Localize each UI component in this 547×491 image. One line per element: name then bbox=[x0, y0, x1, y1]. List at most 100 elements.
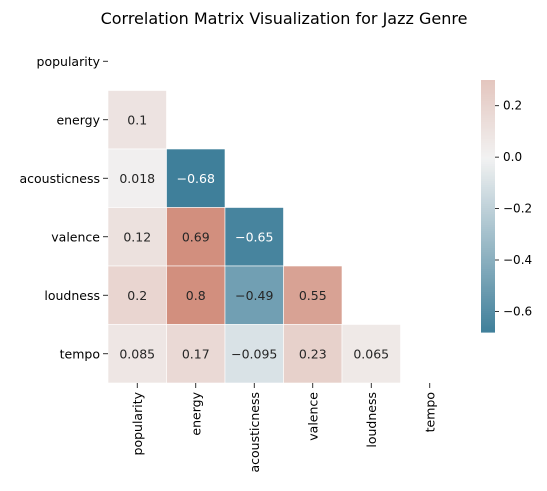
heatmap-cell-valence-energy bbox=[166, 207, 226, 267]
colorbar-segment bbox=[481, 203, 495, 207]
colorbar-segment bbox=[481, 82, 495, 85]
colorbar-segment bbox=[481, 197, 495, 201]
colorbar-segment bbox=[481, 151, 495, 155]
x-tick-label: acousticness bbox=[247, 392, 262, 473]
colorbar-segment bbox=[481, 296, 495, 299]
y-tick-label: loudness bbox=[44, 288, 100, 303]
colorbar-segment bbox=[481, 161, 495, 165]
colorbar-segment bbox=[481, 86, 495, 89]
colorbar-segment bbox=[481, 168, 495, 171]
colorbar-segment bbox=[481, 281, 495, 285]
colorbar-segment bbox=[481, 199, 495, 203]
colorbar-segment bbox=[481, 98, 495, 102]
colorbar-segment bbox=[481, 277, 495, 281]
cell-value-label: 0.69 bbox=[182, 229, 210, 244]
colorbar-segment bbox=[481, 96, 495, 100]
colorbar-segment bbox=[481, 94, 495, 98]
colorbar-segment bbox=[481, 130, 495, 134]
colorbar-segment bbox=[481, 222, 495, 226]
colorbar-segment bbox=[481, 323, 495, 327]
colorbar-segment bbox=[481, 258, 495, 262]
colorbar-segment bbox=[481, 208, 495, 211]
colorbar-segment bbox=[481, 101, 495, 104]
cell-value-label: −0.68 bbox=[177, 171, 215, 186]
colorbar-segment bbox=[481, 128, 495, 131]
colorbar-tick-label: 0.2 bbox=[503, 99, 522, 113]
colorbar-segment bbox=[481, 149, 495, 152]
colorbar-segment bbox=[481, 285, 495, 289]
colorbar-segment bbox=[481, 245, 495, 249]
colorbar-segment bbox=[481, 243, 495, 247]
cell-value-label: −0.65 bbox=[235, 229, 273, 244]
colorbar-segment bbox=[481, 224, 495, 228]
colorbar-segment bbox=[481, 319, 495, 323]
colorbar-segment bbox=[481, 241, 495, 245]
colorbar-segment bbox=[481, 185, 495, 188]
colorbar-segment bbox=[481, 313, 495, 316]
y-tick-label: tempo bbox=[60, 346, 100, 361]
colorbar-segment bbox=[481, 164, 495, 167]
colorbar-segment bbox=[481, 176, 495, 180]
heatmap-cell-energy-popularity bbox=[107, 90, 167, 150]
heatmap-cell-valence-popularity bbox=[107, 207, 167, 267]
colorbar-segment bbox=[481, 145, 495, 148]
colorbar-tick-label: −0.4 bbox=[503, 253, 532, 267]
colorbar-segment bbox=[481, 260, 495, 264]
cell-value-label: 0.1 bbox=[127, 112, 147, 127]
colorbar-segment bbox=[481, 170, 495, 173]
colorbar-segment bbox=[481, 166, 495, 169]
cell-value-label: 0.17 bbox=[182, 346, 210, 361]
x-tick-label: tempo bbox=[422, 392, 437, 432]
colorbar-segment bbox=[481, 254, 495, 257]
colorbar-segment bbox=[481, 210, 495, 213]
colorbar-segment bbox=[481, 214, 495, 218]
heatmap-cell-loudness-energy bbox=[166, 265, 226, 325]
colorbar-segment bbox=[481, 155, 495, 159]
colorbar-segment bbox=[481, 157, 495, 161]
colorbar-segment bbox=[481, 269, 495, 272]
colorbar-segment bbox=[481, 317, 495, 320]
colorbar-segment bbox=[481, 109, 495, 113]
colorbar-segment bbox=[481, 180, 495, 184]
colorbar-segment bbox=[481, 256, 495, 260]
colorbar-segment bbox=[481, 189, 495, 192]
cell-value-label: 0.018 bbox=[119, 171, 155, 186]
colorbar-segment bbox=[481, 266, 495, 270]
colorbar-segment bbox=[481, 212, 495, 215]
colorbar-segment bbox=[481, 138, 495, 142]
colorbar-segment bbox=[481, 191, 495, 194]
colorbar-segment bbox=[481, 327, 495, 331]
colorbar-segment bbox=[481, 271, 495, 274]
colorbar-segment bbox=[481, 292, 495, 295]
colorbar-segment bbox=[481, 126, 495, 129]
colorbar-segment bbox=[481, 306, 495, 310]
colorbar-segment bbox=[481, 287, 495, 291]
colorbar-segment bbox=[481, 329, 495, 333]
colorbar-segment bbox=[481, 115, 495, 119]
colorbar-segment bbox=[481, 178, 495, 182]
heatmap-cell-tempo-valence bbox=[283, 324, 343, 384]
x-tick-label: popularity bbox=[130, 391, 145, 455]
colorbar-segment bbox=[481, 311, 495, 314]
colorbar-segment bbox=[481, 298, 495, 302]
colorbar-segment bbox=[481, 80, 495, 83]
colorbar-segment bbox=[481, 90, 495, 94]
colorbar-segment bbox=[481, 107, 495, 110]
colorbar-segment bbox=[481, 218, 495, 222]
cell-value-label: 0.2 bbox=[127, 288, 147, 303]
colorbar-segment bbox=[481, 308, 495, 312]
colorbar-segment bbox=[481, 325, 495, 329]
y-tick-label: acousticness bbox=[20, 171, 101, 186]
colorbar-segment bbox=[481, 103, 495, 106]
colorbar-segment bbox=[481, 283, 495, 287]
colorbar-segment bbox=[481, 235, 495, 239]
colorbar-segment bbox=[481, 304, 495, 308]
colorbar-segment bbox=[481, 275, 495, 278]
colorbar-segment bbox=[481, 315, 495, 318]
colorbar-segment bbox=[481, 159, 495, 163]
colorbar-segment bbox=[481, 174, 495, 178]
colorbar-segment bbox=[481, 321, 495, 325]
colorbar-tick-label: 0.0 bbox=[503, 150, 522, 164]
colorbar-segment bbox=[481, 239, 495, 243]
